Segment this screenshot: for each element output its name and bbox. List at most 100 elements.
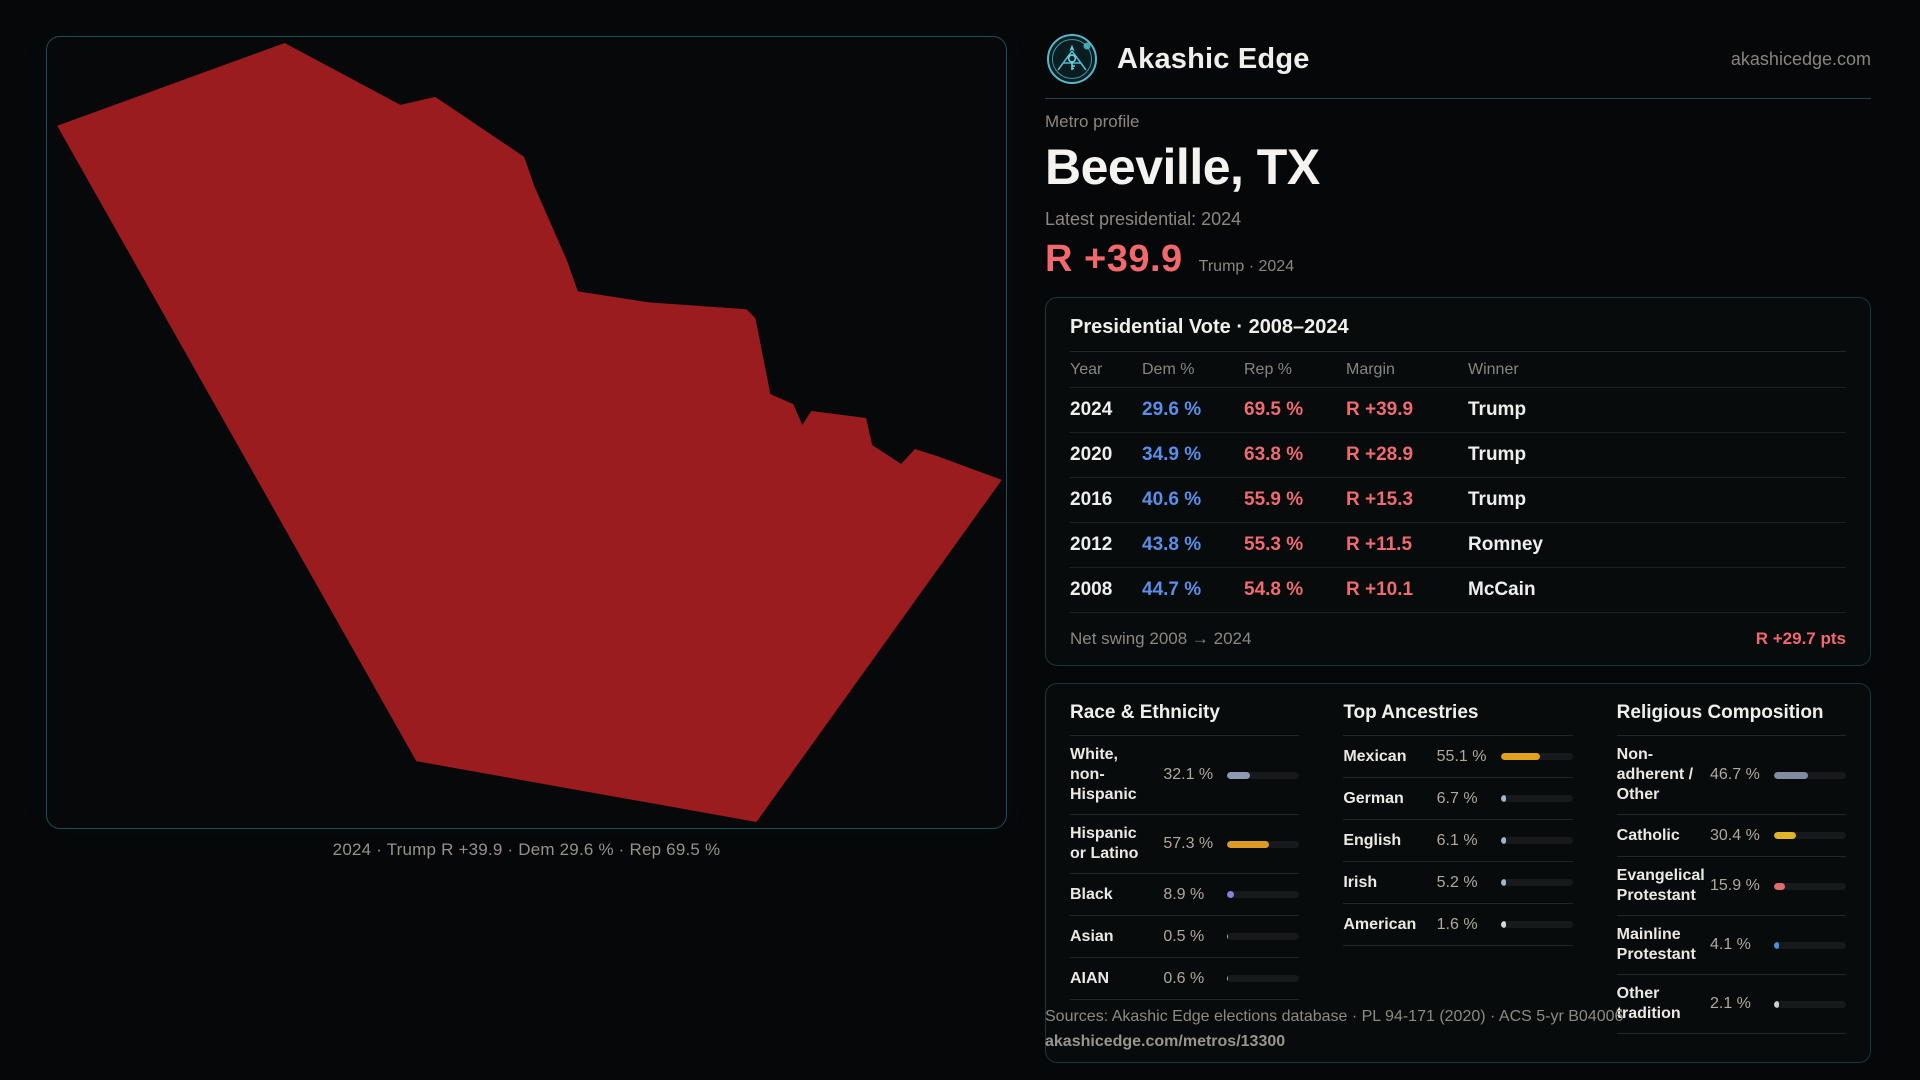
demographics-card: Race & Ethnicity White, non-Hispanic 32.1… xyxy=(1045,683,1871,1063)
demographic-value: 57.3 % xyxy=(1163,835,1214,852)
demographic-row: White, non-Hispanic 32.1 % xyxy=(1070,736,1300,815)
demographic-value: 32.1 % xyxy=(1163,766,1214,783)
latest-presidential-label: Latest presidential: 2024 xyxy=(1045,209,1242,229)
demographic-bar-fill xyxy=(1227,975,1229,982)
vote-row: 2020 34.9 % 63.8 % R +28.9 Trump xyxy=(1070,433,1846,478)
demographic-value: 6.7 % xyxy=(1436,789,1478,807)
demographic-bar-track xyxy=(1227,891,1300,898)
demographic-bar-track xyxy=(1773,882,1846,890)
demographic-bar-track xyxy=(1227,840,1300,848)
demographic-bar-track xyxy=(1773,941,1846,949)
demographic-row: Catholic 30.4 % xyxy=(1616,815,1846,857)
net-swing-row: Net swing 2008 → 2024 R +29.7 pts xyxy=(1070,615,1846,649)
akashic-edge-logo-icon xyxy=(1047,34,1097,84)
demographic-label: Other tradition xyxy=(1616,985,1681,1022)
demographic-row: AIAN 0.6 % xyxy=(1070,958,1300,1000)
col-year: Year xyxy=(1070,361,1103,378)
header: Akashic Edge akashicedge.com xyxy=(1045,32,1871,86)
demographic-bar-fill xyxy=(1500,921,1506,928)
col-winner: Winner xyxy=(1468,361,1519,378)
vote-cell-year: 2008 xyxy=(1070,579,1113,600)
vote-cell-year: 2020 xyxy=(1070,444,1113,465)
demographic-row: American 1.6 % xyxy=(1343,904,1573,946)
demographic-value: 30.4 % xyxy=(1709,826,1760,844)
header-divider xyxy=(1045,98,1871,99)
religious-composition-column: Religious Composition Non-adherent / Oth… xyxy=(1616,702,1846,1034)
demographic-label: Catholic xyxy=(1616,826,1680,844)
demographic-bar-fill xyxy=(1227,933,1229,940)
vote-cell-dem: 44.7 % xyxy=(1142,579,1202,600)
demographic-bar-fill xyxy=(1227,771,1251,779)
demographic-value: 55.1 % xyxy=(1436,747,1487,765)
headline-margin-context: Trump · 2024 xyxy=(1198,258,1295,275)
vote-cell-rep: 55.3 % xyxy=(1244,534,1304,555)
vote-row: 2024 29.6 % 69.5 % R +39.9 Trump xyxy=(1070,388,1846,433)
demographic-bar-fill xyxy=(1500,837,1506,844)
demographic-value: 1.6 % xyxy=(1436,915,1478,933)
presidential-table-body: 2024 29.6 % 69.5 % R +39.9 Trump 2020 34.9 % 63… xyxy=(1070,388,1846,613)
demographic-value: 5.2 % xyxy=(1436,873,1478,891)
demographic-bar-track xyxy=(1773,1000,1846,1008)
vote-cell-winner: Romney xyxy=(1468,534,1543,555)
race-ethnicity-title: Race & Ethnicity xyxy=(1070,702,1300,736)
headline-margin: R +39.9 Trump · 2024 xyxy=(1045,238,1871,281)
demographic-label: Black xyxy=(1070,885,1113,903)
sources-permalink[interactable]: akashicedge.com/metros/13300 xyxy=(1045,1033,1286,1050)
demographic-row: English 6.1 % xyxy=(1343,820,1573,862)
vote-cell-year: 2012 xyxy=(1070,534,1113,555)
vote-row: 2008 44.7 % 54.8 % R +10.1 McCain xyxy=(1070,568,1846,613)
demographic-bar-track xyxy=(1773,832,1846,839)
demographic-bar-track xyxy=(1500,879,1573,886)
sources-line: Sources: Akashic Edge elections database… xyxy=(1045,1008,1624,1025)
demographic-label: Hispanic or Latino xyxy=(1070,825,1139,862)
vote-cell-margin: R +15.3 xyxy=(1346,489,1414,510)
col-margin: Margin xyxy=(1346,361,1395,378)
demographic-bar-fill xyxy=(1773,1000,1779,1008)
brand-domain-link[interactable]: akashicedge.com xyxy=(1730,48,1871,69)
vote-cell-margin: R +28.9 xyxy=(1346,444,1414,465)
demographic-value: 15.9 % xyxy=(1709,877,1760,894)
map-caption: 2024 · Trump R +39.9 · Dem 29.6 % · Rep … xyxy=(332,840,721,859)
demographic-label: Irish xyxy=(1343,873,1378,891)
top-ancestries-column: Top Ancestries Mexican 55.1 % German 6.7 % E… xyxy=(1343,702,1573,1034)
demographic-value: 6.1 % xyxy=(1436,831,1478,849)
vote-cell-winner: Trump xyxy=(1468,399,1527,420)
sources-footer: Sources: Akashic Edge elections database… xyxy=(1045,1004,1871,1054)
vote-cell-winner: McCain xyxy=(1468,579,1536,600)
vote-cell-rep: 69.5 % xyxy=(1244,399,1304,420)
metro-map xyxy=(57,42,1002,823)
vote-cell-dem: 40.6 % xyxy=(1142,489,1202,510)
vote-row: 2016 40.6 % 55.9 % R +15.3 Trump xyxy=(1070,478,1846,523)
demographic-row: Asian 0.5 % xyxy=(1070,916,1300,958)
demographic-bar-fill xyxy=(1500,753,1541,760)
demographic-bar-fill xyxy=(1227,840,1269,848)
demographic-row: Mainline Protestant 4.1 % xyxy=(1616,916,1846,975)
demographic-row: Other tradition 2.1 % xyxy=(1616,975,1846,1034)
col-dem: Dem % xyxy=(1142,361,1195,378)
demographic-row: Mexican 55.1 % xyxy=(1343,736,1573,778)
page-title: Beeville, TX xyxy=(1045,139,1320,195)
demographic-row: Evangelical Protestant 15.9 % xyxy=(1616,857,1846,916)
demographic-row: Black 8.9 % xyxy=(1070,874,1300,916)
religious-composition-rows: Non-adherent / Other 46.7 % Catholic 30.4 %… xyxy=(1616,736,1846,1034)
demographic-value: 2.1 % xyxy=(1709,995,1751,1012)
vote-cell-year: 2024 xyxy=(1070,399,1113,420)
demographic-bar-track xyxy=(1773,771,1846,779)
vote-cell-rep: 54.8 % xyxy=(1244,579,1304,600)
demographic-bar-track xyxy=(1500,837,1573,844)
race-ethnicity-column: Race & Ethnicity White, non-Hispanic 32.1… xyxy=(1070,702,1300,1034)
vote-cell-dem: 43.8 % xyxy=(1142,534,1202,555)
vote-cell-dem: 34.9 % xyxy=(1142,444,1202,465)
page-kicker: Metro profile xyxy=(1045,112,1140,131)
vote-cell-year: 2016 xyxy=(1070,489,1113,510)
demographic-row: Hispanic or Latino 57.3 % xyxy=(1070,815,1300,874)
demographic-label: Mainline Protestant xyxy=(1616,926,1696,963)
demographic-bar-fill xyxy=(1773,941,1779,949)
religious-composition-title: Religious Composition xyxy=(1616,702,1846,736)
presidential-vote-card: Presidential Vote · 2008–2024 Year Dem %… xyxy=(1045,297,1871,666)
vote-table-header: Year Dem % Rep % Margin Winner xyxy=(1070,352,1846,388)
demographic-bar-fill xyxy=(1773,771,1808,779)
vote-cell-margin: R +39.9 xyxy=(1346,399,1414,420)
net-swing-label: Net swing 2008 → 2024 xyxy=(1070,629,1252,648)
demographic-value: 0.6 % xyxy=(1163,969,1205,987)
